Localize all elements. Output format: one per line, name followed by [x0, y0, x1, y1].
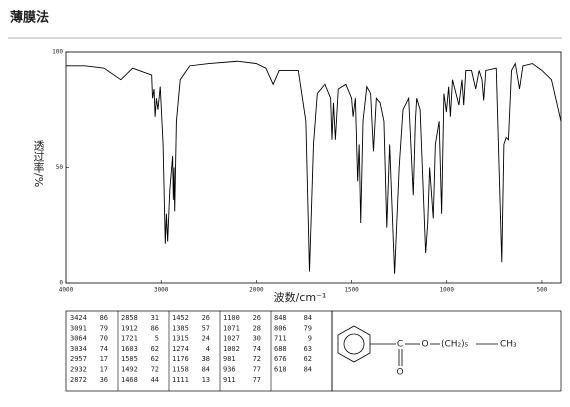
peak-transmittance: 74 [100, 345, 108, 353]
peak-wavenumber: 676 [274, 355, 287, 363]
peak-wavenumber: 1315 [172, 335, 189, 343]
peak-transmittance: 26 [253, 314, 261, 322]
peak-wavenumber: 911 [223, 376, 236, 384]
peak-transmittance: 17 [100, 355, 108, 363]
peak-transmittance: 62 [304, 355, 312, 363]
x-tick-label: 2000 [249, 287, 264, 294]
atom-label: C [397, 340, 403, 350]
peak-transmittance: 57 [202, 324, 210, 332]
peak-wavenumber: 3091 [70, 324, 87, 332]
peak-transmittance: 79 [100, 324, 108, 332]
peak-wavenumber: 3064 [70, 335, 87, 343]
peak-wavenumber: 3034 [70, 345, 87, 353]
peak-transmittance: 4 [206, 345, 210, 353]
peak-wavenumber: 1158 [172, 366, 189, 374]
benzene-ring [337, 325, 371, 363]
peak-wavenumber: 936 [223, 366, 236, 374]
peak-wavenumber: 2872 [70, 376, 87, 384]
peak-transmittance: 84 [304, 314, 312, 322]
y-tick-label: 50 [56, 164, 64, 171]
peak-wavenumber: 1027 [223, 335, 240, 343]
y-tick-label: 100 [52, 49, 63, 56]
peak-wavenumber: 688 [274, 345, 287, 353]
y-axis-label: 透过率/% [32, 140, 45, 187]
peak-transmittance: 84 [202, 366, 210, 374]
peak-wavenumber: 981 [223, 355, 236, 363]
peak-transmittance: 44 [151, 376, 159, 384]
peak-transmittance: 74 [253, 345, 261, 353]
peak-transmittance: 63 [304, 345, 312, 353]
peak-transmittance: 38 [202, 355, 210, 363]
peak-transmittance: 24 [202, 335, 210, 343]
peak-transmittance: 62 [151, 355, 159, 363]
atom-label: O [396, 368, 403, 378]
plot-frame [65, 51, 562, 284]
peak-wavenumber: 1585 [121, 355, 138, 363]
peak-wavenumber: 618 [274, 366, 287, 374]
peak-transmittance: 5 [155, 335, 159, 343]
peak-transmittance: 77 [253, 366, 261, 374]
peak-transmittance: 36 [100, 376, 108, 384]
spectrum-line [66, 60, 562, 274]
peak-transmittance: 86 [100, 314, 108, 322]
x-tick-label: 3000 [154, 287, 169, 294]
peak-wavenumber: 1176 [172, 355, 189, 363]
peak-transmittance: 9 [308, 335, 312, 343]
peak-transmittance: 62 [151, 345, 159, 353]
peak-wavenumber: 1912 [121, 324, 138, 332]
peak-transmittance: 31 [151, 314, 159, 322]
x-tick-label: 1500 [344, 287, 359, 294]
peak-wavenumber: 1002 [223, 345, 240, 353]
peak-wavenumber: 1071 [223, 324, 240, 332]
aromatic-circle [343, 333, 365, 355]
atom-label: O [421, 340, 428, 350]
peak-wavenumber: 1468 [121, 376, 138, 384]
peak-transmittance: 79 [304, 324, 312, 332]
peak-transmittance: 72 [253, 355, 261, 363]
peak-wavenumber: 848 [274, 314, 287, 322]
x-axis-label: 波数/cm⁻¹ [274, 291, 327, 304]
y-tick-label: 0 [59, 280, 63, 287]
peak-transmittance: 70 [100, 335, 108, 343]
peak-wavenumber: 2858 [121, 314, 138, 322]
peak-wavenumber: 1111 [172, 376, 189, 384]
peak-wavenumber: 1385 [172, 324, 189, 332]
chain-label: (CH₂)₅ [441, 340, 469, 350]
peak-wavenumber: 1492 [121, 366, 138, 374]
peak-wavenumber: 1100 [223, 314, 240, 322]
x-tick-label: 1000 [440, 287, 455, 294]
x-tick-label: 500 [537, 287, 548, 294]
peak-transmittance: 77 [253, 376, 261, 384]
peak-transmittance: 17 [100, 366, 108, 374]
x-tick-label: 4000 [59, 287, 74, 294]
end-group-label: CH₃ [500, 340, 517, 350]
structure [337, 325, 498, 366]
structure-frame [331, 310, 562, 392]
peak-wavenumber: 1274 [172, 345, 189, 353]
peak-wavenumber: 2932 [70, 366, 87, 374]
peak-transmittance: 28 [253, 324, 261, 332]
peak-wavenumber: 711 [274, 335, 287, 343]
peak-transmittance: 86 [151, 324, 159, 332]
peak-wavenumber: 2957 [70, 355, 87, 363]
peak-transmittance: 84 [304, 366, 312, 374]
peak-wavenumber: 806 [274, 324, 287, 332]
peak-wavenumber: 1603 [121, 345, 138, 353]
peak-transmittance: 30 [253, 335, 261, 343]
page-title: 薄膜法 [10, 10, 49, 26]
peak-transmittance: 13 [202, 376, 210, 384]
peak-wavenumber: 1452 [172, 314, 189, 322]
peak-wavenumber: 1721 [121, 335, 138, 343]
peak-wavenumber: 3424 [70, 314, 87, 322]
peak-transmittance: 26 [202, 314, 210, 322]
peak-transmittance: 72 [151, 366, 159, 374]
